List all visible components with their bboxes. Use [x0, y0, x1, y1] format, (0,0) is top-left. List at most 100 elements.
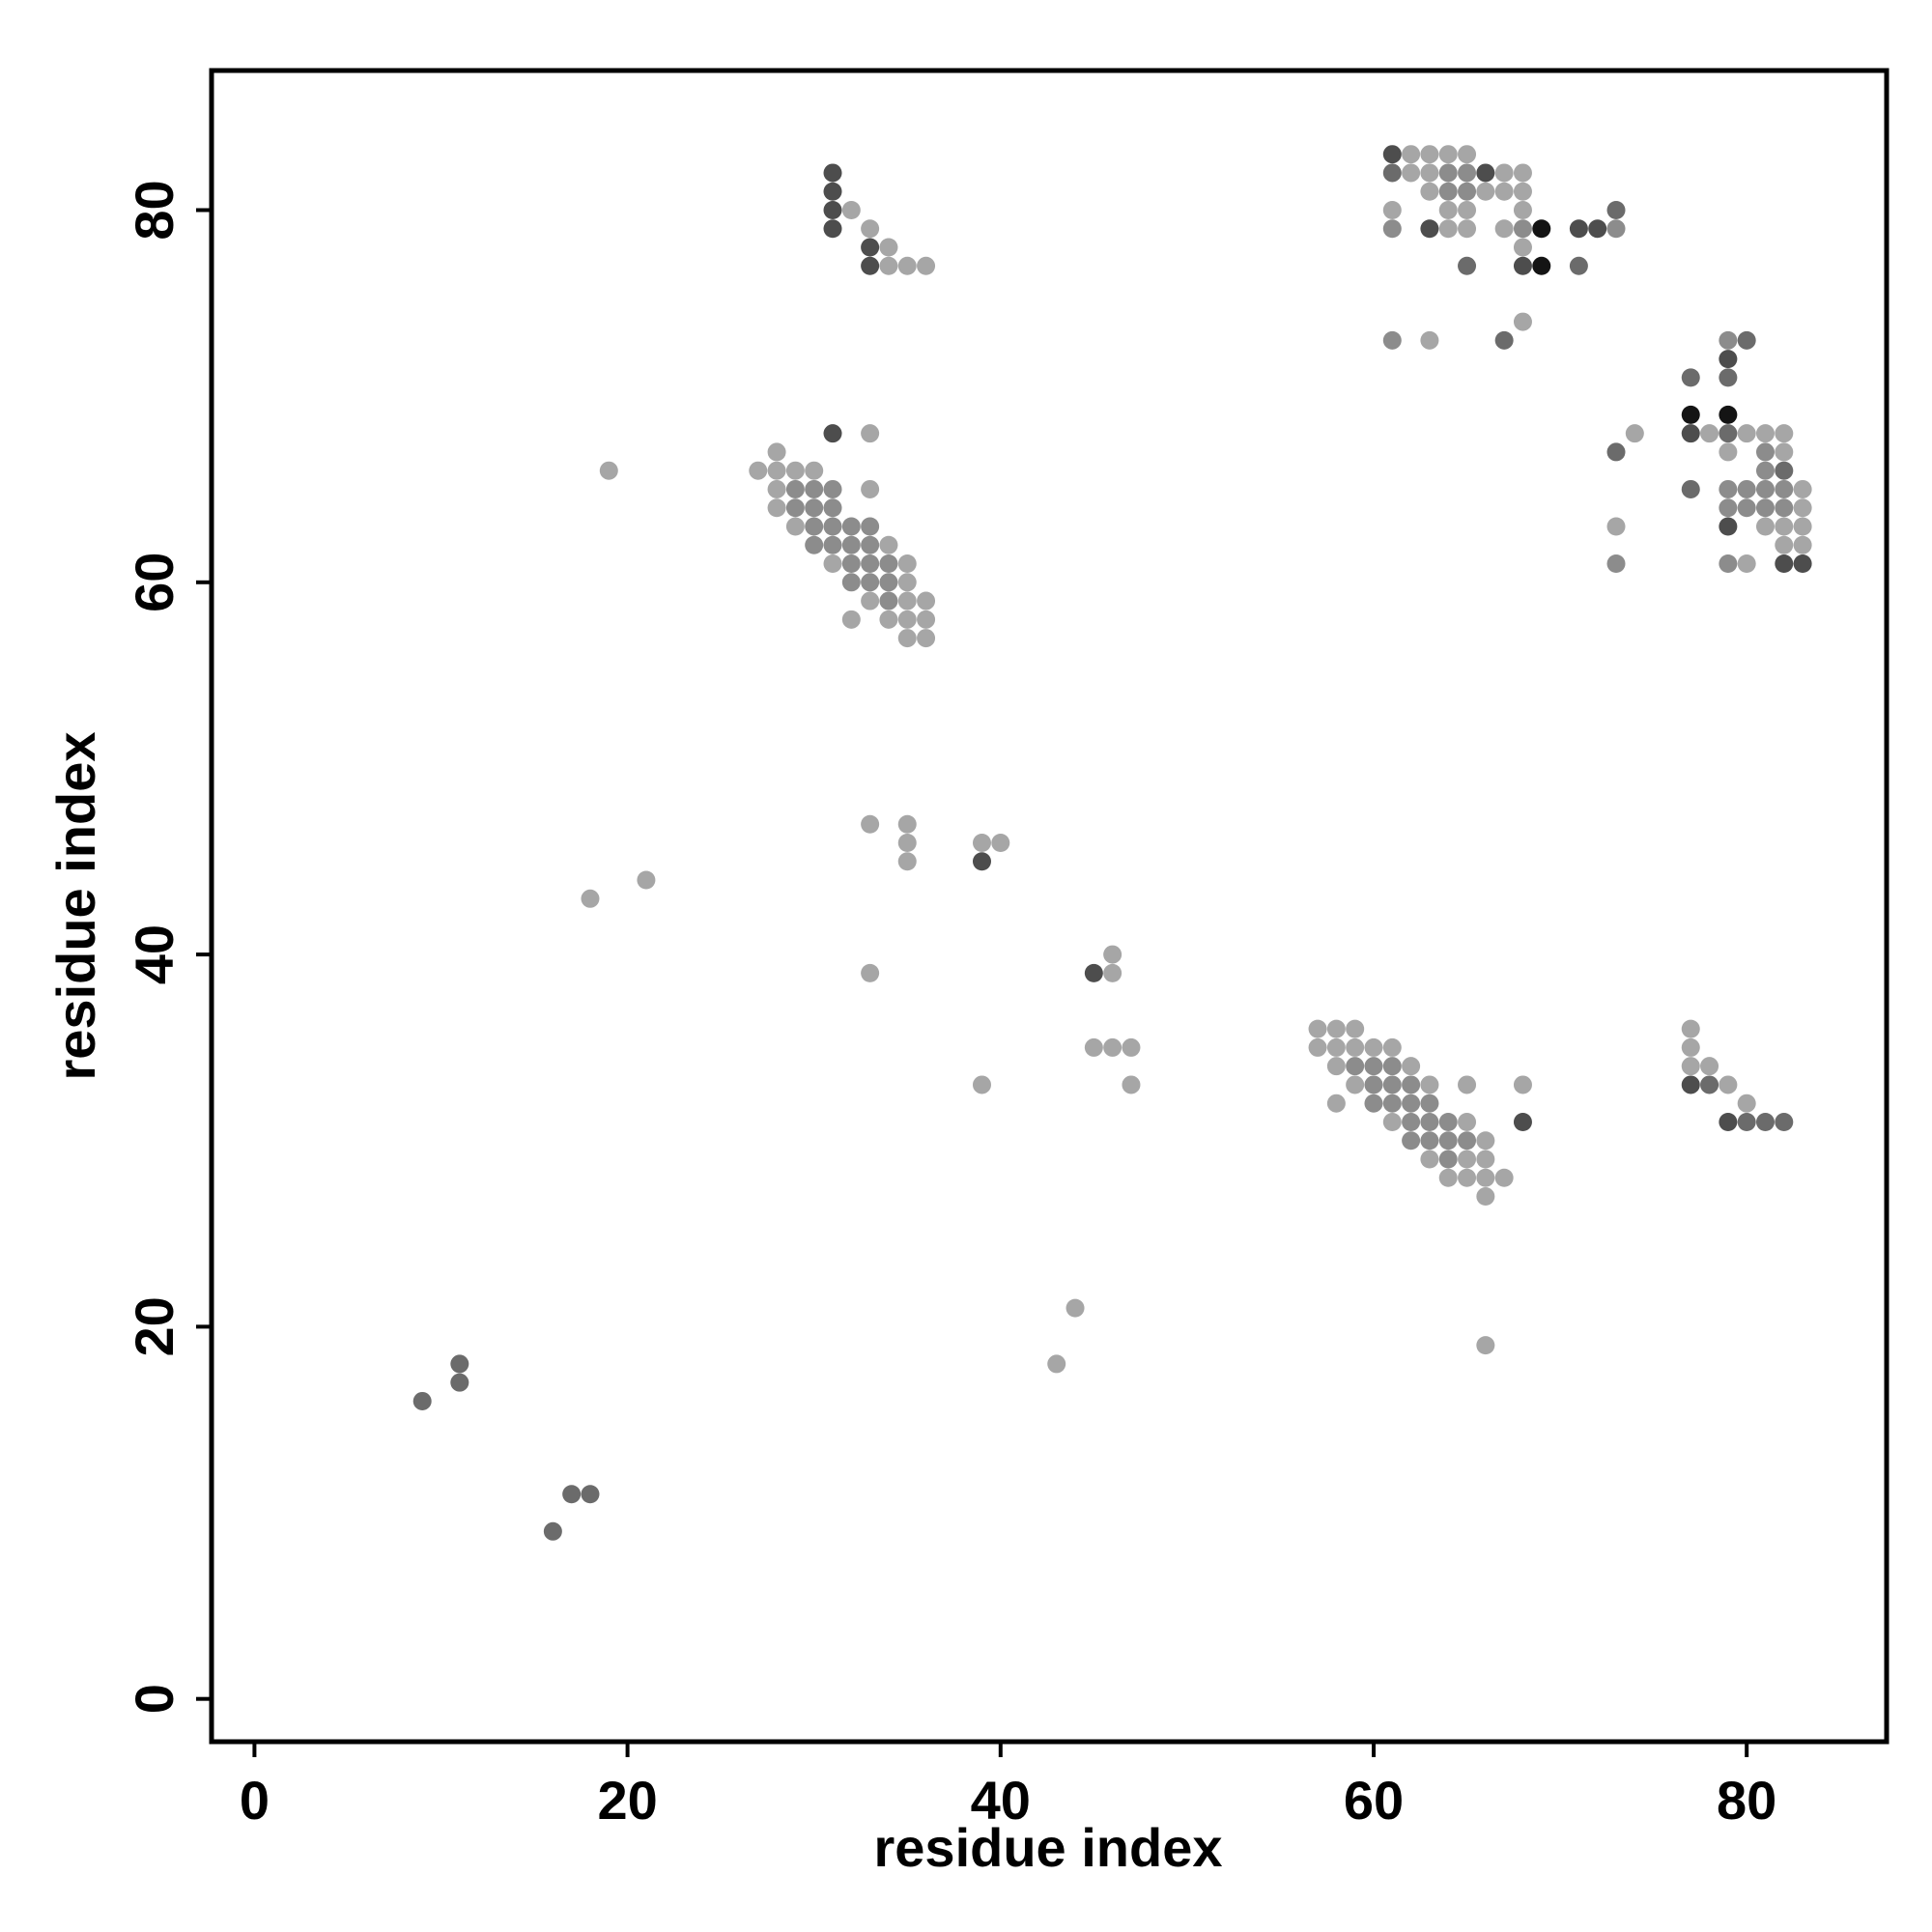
contact-point	[1775, 461, 1794, 480]
contact-point	[1793, 498, 1812, 518]
contact-point	[1513, 200, 1532, 219]
contact-point	[1606, 554, 1626, 574]
contact-point	[1420, 1112, 1439, 1131]
contact-point	[1700, 1075, 1719, 1094]
contact-point	[543, 1521, 562, 1541]
contact-point	[1681, 479, 1700, 498]
contact-point	[1681, 405, 1700, 424]
contact-point	[1719, 330, 1738, 350]
contact-point	[1382, 163, 1402, 183]
contact-point	[897, 814, 917, 834]
contact-point	[599, 461, 618, 480]
contact-point	[1458, 1168, 1477, 1187]
contact-point	[897, 573, 917, 592]
contact-point	[1326, 1019, 1346, 1038]
contact-point	[1513, 256, 1532, 275]
contact-point	[1308, 1019, 1327, 1038]
contact-point	[897, 554, 917, 574]
contact-point	[1458, 200, 1477, 219]
contact-point	[1402, 163, 1421, 183]
contact-point	[1402, 1075, 1421, 1094]
contact-point	[1458, 1150, 1477, 1169]
contact-point	[1420, 145, 1439, 164]
contact-point	[1438, 182, 1458, 201]
contact-point	[412, 1391, 432, 1410]
contact-point	[1438, 163, 1458, 183]
contact-point	[1755, 424, 1775, 443]
contact-point	[1513, 219, 1532, 239]
contact-point	[1700, 1057, 1719, 1076]
contact-point	[1737, 1112, 1756, 1131]
contact-point	[767, 498, 786, 518]
contact-point	[1103, 945, 1122, 964]
contact-point	[1065, 1298, 1085, 1318]
contact-point	[1719, 498, 1738, 518]
contact-point	[1719, 368, 1738, 387]
contact-point	[1364, 1094, 1383, 1113]
contact-point	[1402, 1112, 1421, 1131]
contact-point	[1438, 200, 1458, 219]
contact-point	[1346, 1037, 1365, 1057]
contact-point	[1420, 1075, 1439, 1094]
contact-point	[917, 591, 936, 611]
contact-point	[823, 219, 842, 239]
contact-point	[450, 1373, 469, 1392]
y-tick-label: 60	[124, 553, 185, 612]
contact-point	[1755, 479, 1775, 498]
contact-point	[1458, 1075, 1477, 1094]
contact-point	[1382, 219, 1402, 239]
contact-point	[823, 554, 842, 574]
contact-point	[1420, 182, 1439, 201]
contact-point	[1476, 1336, 1495, 1355]
contact-point	[1719, 1075, 1738, 1094]
contact-point	[1103, 1037, 1122, 1057]
contact-point	[917, 256, 936, 275]
contact-point	[1047, 1354, 1066, 1374]
contact-point	[1681, 1057, 1700, 1076]
contact-point	[1364, 1075, 1383, 1094]
contact-point	[1420, 1150, 1439, 1169]
contact-point	[1606, 442, 1626, 462]
contact-point	[823, 163, 842, 183]
contact-point	[1438, 219, 1458, 239]
contact-point	[1532, 219, 1551, 239]
contact-point	[861, 517, 880, 536]
contact-point	[861, 479, 880, 498]
contact-point	[823, 535, 842, 554]
contact-point	[879, 256, 898, 275]
contact-point	[1775, 517, 1794, 536]
contact-point	[1122, 1075, 1141, 1094]
contact-point	[749, 461, 768, 480]
contact-point	[972, 833, 991, 852]
contact-point	[1476, 1150, 1495, 1169]
contact-point	[1513, 312, 1532, 331]
contact-point	[1719, 1112, 1738, 1131]
contact-point	[1494, 182, 1514, 201]
x-tick-label: 0	[240, 1770, 270, 1831]
contact-point	[972, 852, 991, 871]
contact-point	[1681, 1075, 1700, 1094]
contact-point	[767, 461, 786, 480]
contact-point	[1494, 1168, 1514, 1187]
contact-point	[1084, 963, 1103, 982]
contact-point	[1326, 1094, 1346, 1113]
contact-point	[1775, 442, 1794, 462]
contact-point	[1382, 1057, 1402, 1076]
contact-point	[879, 610, 898, 629]
contact-point	[1402, 1131, 1421, 1151]
contact-point	[1737, 1094, 1756, 1113]
x-axis-ticks: 0 20 40 60 80	[240, 1742, 1776, 1831]
contact-point	[861, 256, 880, 275]
contact-point	[1494, 330, 1514, 350]
contact-point	[1700, 424, 1719, 443]
contact-point	[897, 852, 917, 871]
contact-point	[879, 238, 898, 257]
contact-point	[841, 610, 861, 629]
contact-point	[1364, 1037, 1383, 1057]
contact-point	[1476, 163, 1495, 183]
contact-point	[1737, 330, 1756, 350]
contact-point	[897, 629, 917, 648]
contact-point	[823, 182, 842, 201]
contact-point	[1569, 219, 1588, 239]
